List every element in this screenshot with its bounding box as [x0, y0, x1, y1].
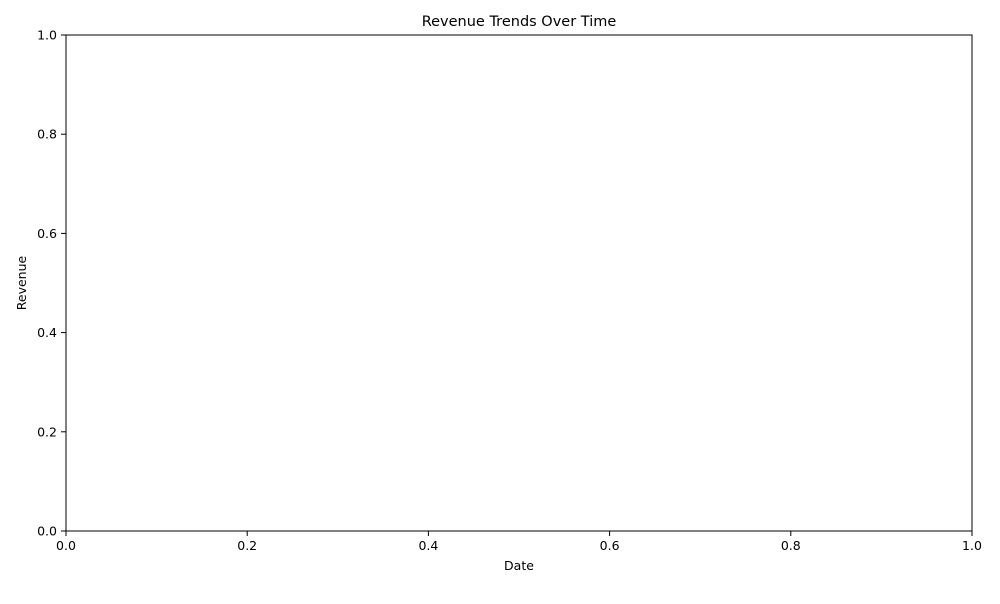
y-tick-label: 0.2	[37, 424, 57, 439]
y-tick-label: 0.4	[37, 325, 57, 340]
y-axis-label: Revenue	[14, 255, 29, 310]
x-axis-ticks: 0.0 0.2 0.4 0.6 0.8 1.0	[56, 531, 982, 553]
y-tick-label: 0.8	[37, 127, 57, 142]
x-axis-label: Date	[504, 558, 534, 573]
x-tick-label: 0.6	[600, 538, 620, 553]
x-tick-label: 1.0	[962, 538, 982, 553]
y-tick-label: 0.0	[37, 524, 57, 539]
y-axis-ticks: 0.0 0.2 0.4 0.6 0.8 1.0	[37, 28, 66, 539]
x-tick-label: 0.0	[56, 538, 76, 553]
x-tick-label: 0.4	[418, 538, 438, 553]
chart-title: Revenue Trends Over Time	[422, 14, 617, 30]
y-tick-label: 0.6	[37, 226, 57, 241]
x-tick-label: 0.8	[781, 538, 801, 553]
y-tick-label: 1.0	[37, 28, 57, 43]
plot-area-frame	[65, 34, 973, 532]
x-tick-label: 0.2	[237, 538, 257, 553]
